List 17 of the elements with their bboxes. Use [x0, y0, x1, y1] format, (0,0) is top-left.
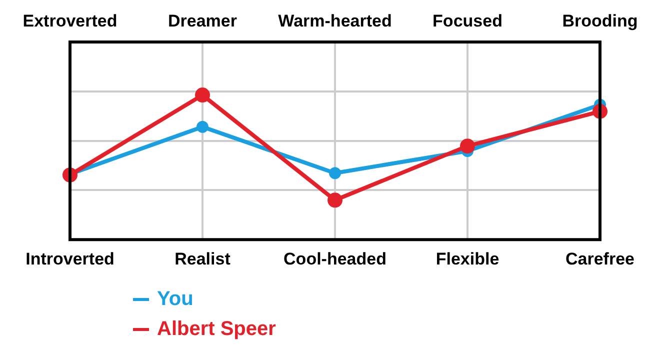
point [195, 88, 210, 103]
text: Dreamer [168, 12, 238, 31]
text: Extroverted [22, 12, 118, 31]
text: Focused [432, 12, 502, 31]
x-tick-label: Cool-headed [284, 249, 386, 268]
x-tick-label: Introverted [26, 249, 114, 268]
point [460, 138, 475, 154]
text: Brooding [562, 12, 638, 31]
x-tick-label: Flexible [436, 249, 500, 268]
point [329, 167, 341, 180]
point [328, 192, 342, 208]
legend-label: You [157, 288, 194, 310]
legend-label: Albert Speer [157, 318, 276, 340]
point [196, 120, 208, 133]
x-tick-label: Realist [174, 249, 231, 268]
text: Warm-hearted [278, 12, 392, 31]
x-tick-label: Carefree [566, 249, 634, 268]
